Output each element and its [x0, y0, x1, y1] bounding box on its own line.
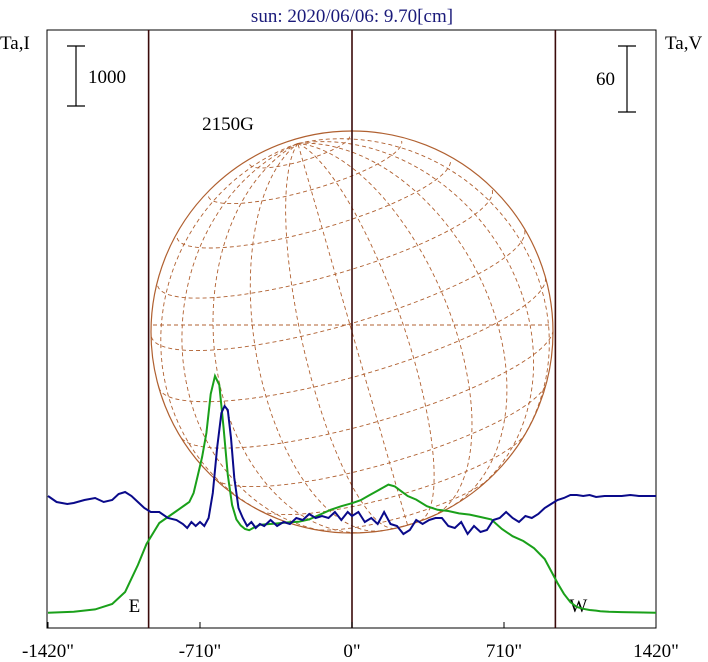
- right-scale-bar: 60: [596, 45, 636, 113]
- right-scale-value: 60: [596, 69, 615, 90]
- polarization-series-line: [47, 404, 656, 536]
- limb-label-e: E: [129, 596, 141, 617]
- x-tick-label: -710": [179, 641, 222, 662]
- x-tick-label: 710": [486, 641, 522, 662]
- chart-title: sun: 2020/06/06: 9.70[cm]: [251, 6, 453, 27]
- intensity-series-line: [47, 373, 657, 614]
- left-axis-label: Ta,I: [0, 33, 30, 54]
- peak-annotation: 2150G: [202, 114, 254, 135]
- x-axis-ticks: -1420" -710" 0" 710" 1420": [22, 622, 679, 662]
- left-scale-value: 1000: [88, 67, 126, 88]
- left-scale-bar: 1000: [67, 45, 126, 107]
- x-tick-label: -1420": [22, 641, 74, 662]
- x-tick-label: 1420": [633, 641, 679, 662]
- right-axis-label: Ta,V: [665, 33, 702, 54]
- x-tick-label: 0": [343, 641, 360, 662]
